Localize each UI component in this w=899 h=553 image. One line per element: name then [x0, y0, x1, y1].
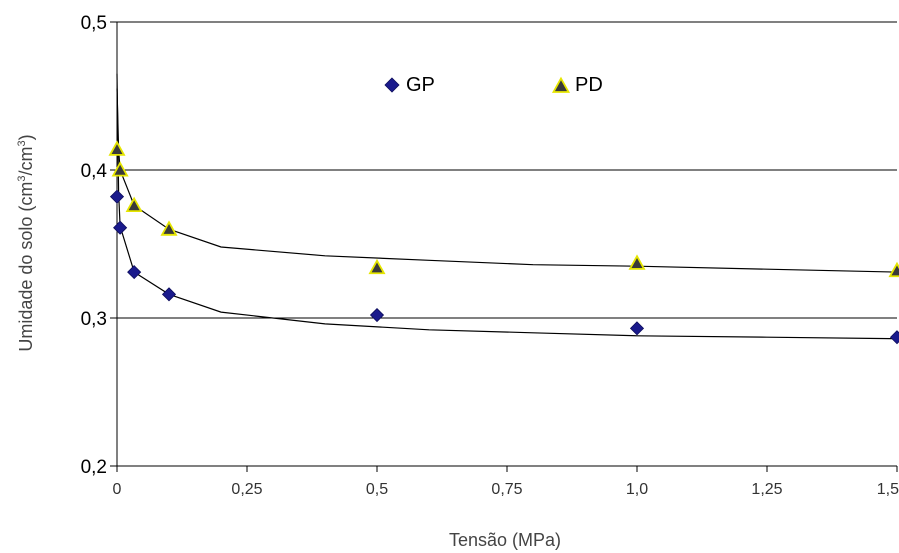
data-point-pd: [368, 258, 386, 275]
y-axis-title-end: ): [16, 134, 36, 140]
fit-curve-pd: [116, 88, 898, 273]
data-point-gp: [369, 307, 385, 323]
x-tick-label: 1,0: [626, 481, 648, 498]
x-tick-label: 0,5: [366, 481, 388, 498]
data-point-pd: [108, 140, 126, 156]
legend-label-pd: PD: [575, 74, 603, 96]
data-point-gp: [161, 287, 177, 302]
legend-item-pd: PD: [551, 74, 603, 96]
fit-curves: [116, 73, 898, 340]
data-point-gp: [889, 330, 899, 345]
x-tick-label: 1,5: [877, 481, 899, 498]
x-axis-title: Tensão (MPa): [449, 530, 561, 550]
legend-marker-gp: [384, 77, 400, 93]
y-axis-title-mid: /cm: [16, 146, 36, 175]
y-tick-label: 0,3: [81, 309, 107, 330]
data-point-pd: [160, 220, 178, 236]
y-tick-label: 0,4: [81, 161, 108, 182]
legend-item-gp: GP: [384, 74, 435, 96]
legend-marker-pd: [551, 76, 571, 93]
y-tick-label: 0,5: [81, 13, 107, 34]
data-point-pd: [111, 161, 129, 177]
data-point-pd: [888, 261, 899, 278]
data-point-gp: [109, 189, 125, 204]
data-point-pd: [628, 254, 646, 270]
x-tick-label: 1,25: [751, 481, 782, 498]
grid-lines: [117, 21, 897, 467]
legend-label-gp: GP: [406, 74, 435, 96]
fit-curve-gp: [116, 73, 898, 340]
y-axis-title-sup2: 3: [16, 140, 28, 146]
x-tick-label: 0: [113, 481, 122, 498]
data-point-gp: [127, 265, 142, 280]
x-tick-label: 0,75: [491, 481, 522, 498]
data-point-pd: [125, 196, 143, 213]
y-axis-title: Umidade do solo (cm3/cm3): [16, 134, 36, 351]
data-point-gp: [113, 220, 128, 235]
y-axis-title-main: Umidade do solo (cm: [16, 182, 36, 352]
y-tick-label: 0,2: [81, 457, 107, 478]
y-axis-title-sup1: 3: [16, 175, 28, 181]
data-point-gp: [629, 321, 645, 336]
legend: GP PD: [384, 74, 603, 96]
data-points: [108, 140, 899, 345]
x-tick-label: 0,25: [231, 481, 262, 498]
tick-labels: 0,2 0,3 0,4 0,5 0 0,25 0,5 0,75 1,0 1,25 1,5: [81, 13, 899, 498]
